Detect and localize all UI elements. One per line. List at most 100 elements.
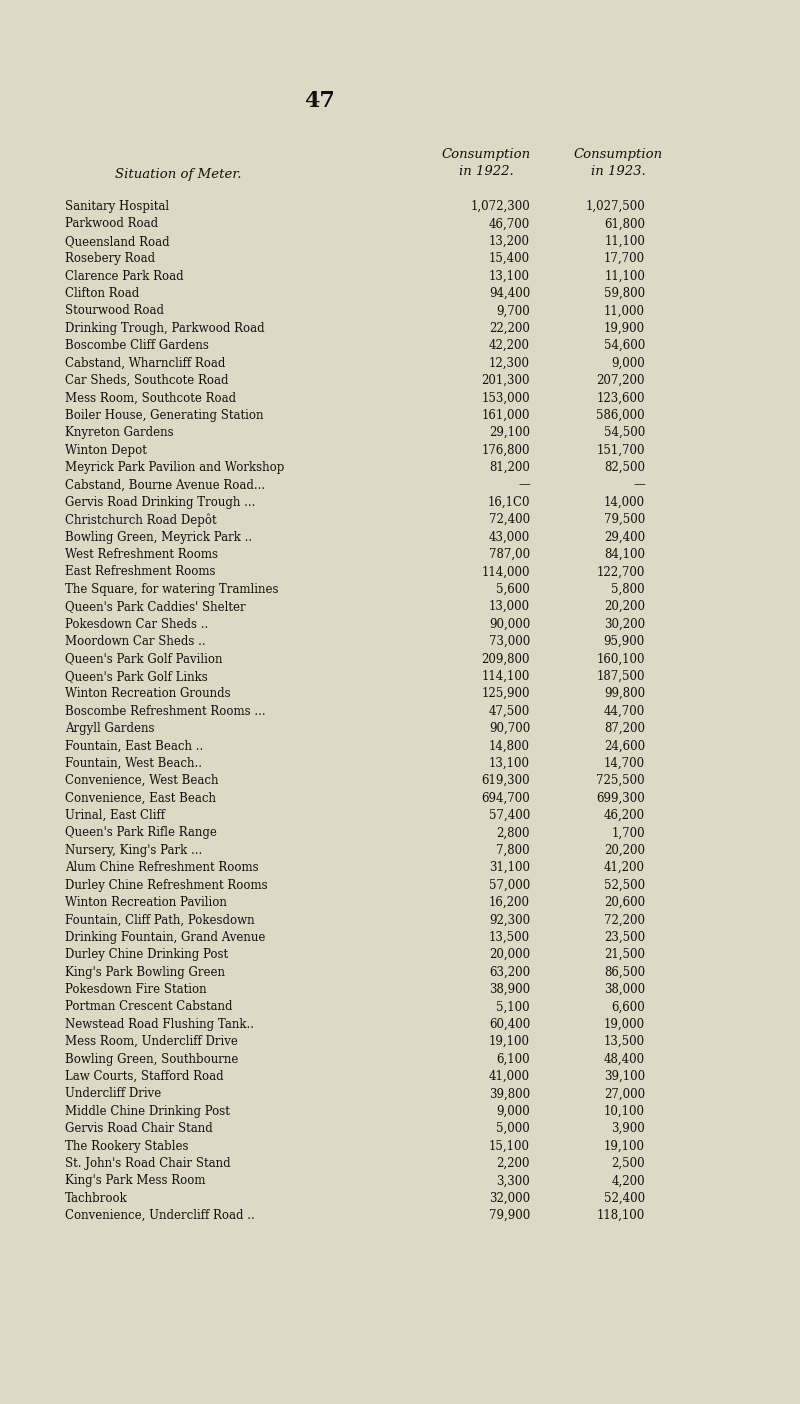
Text: 24,600: 24,600: [604, 740, 645, 753]
Text: 61,800: 61,800: [604, 218, 645, 230]
Text: 20,200: 20,200: [604, 600, 645, 614]
Text: Queen's Park Golf Pavilion: Queen's Park Golf Pavilion: [65, 653, 222, 665]
Text: 94,400: 94,400: [489, 286, 530, 300]
Text: 52,500: 52,500: [604, 879, 645, 892]
Text: 22,200: 22,200: [489, 322, 530, 334]
Text: Christchurch Road Depôt: Christchurch Road Depôt: [65, 514, 217, 526]
Text: 63,200: 63,200: [489, 966, 530, 979]
Text: 30,200: 30,200: [604, 618, 645, 630]
Text: 16,1C0: 16,1C0: [487, 496, 530, 508]
Text: Queen's Park Caddies' Shelter: Queen's Park Caddies' Shelter: [65, 600, 246, 614]
Text: 44,700: 44,700: [604, 705, 645, 717]
Text: Convenience, West Beach: Convenience, West Beach: [65, 774, 218, 788]
Text: Cabstand, Wharncliff Road: Cabstand, Wharncliff Road: [65, 357, 226, 369]
Text: 125,900: 125,900: [482, 687, 530, 701]
Text: 694,700: 694,700: [482, 792, 530, 804]
Text: Queen's Park Golf Links: Queen's Park Golf Links: [65, 670, 208, 682]
Text: Gervis Road Drinking Trough ...: Gervis Road Drinking Trough ...: [65, 496, 255, 508]
Text: Winton Depot: Winton Depot: [65, 444, 147, 456]
Text: Boscombe Refreshment Rooms ...: Boscombe Refreshment Rooms ...: [65, 705, 266, 717]
Text: 14,000: 14,000: [604, 496, 645, 508]
Text: 59,800: 59,800: [604, 286, 645, 300]
Text: Knyreton Gardens: Knyreton Gardens: [65, 427, 174, 439]
Text: 32,000: 32,000: [489, 1192, 530, 1205]
Text: 207,200: 207,200: [597, 373, 645, 388]
Text: 187,500: 187,500: [597, 670, 645, 682]
Text: East Refreshment Rooms: East Refreshment Rooms: [65, 566, 215, 578]
Text: 10,100: 10,100: [604, 1105, 645, 1118]
Text: Winton Recreation Pavilion: Winton Recreation Pavilion: [65, 896, 227, 908]
Text: 4,200: 4,200: [611, 1174, 645, 1188]
Text: 19,100: 19,100: [489, 1035, 530, 1049]
Text: 43,000: 43,000: [489, 531, 530, 543]
Text: Situation of Meter.: Situation of Meter.: [115, 168, 242, 181]
Text: 46,700: 46,700: [489, 218, 530, 230]
Text: 1,027,500: 1,027,500: [586, 199, 645, 213]
Text: Mess Room, Undercliff Drive: Mess Room, Undercliff Drive: [65, 1035, 238, 1049]
Text: 29,100: 29,100: [489, 427, 530, 439]
Text: 42,200: 42,200: [489, 340, 530, 352]
Text: 73,000: 73,000: [489, 635, 530, 649]
Text: 3,900: 3,900: [611, 1122, 645, 1136]
Text: 13,000: 13,000: [489, 600, 530, 614]
Text: 27,000: 27,000: [604, 1088, 645, 1101]
Text: —: —: [518, 479, 530, 491]
Text: 176,800: 176,800: [482, 444, 530, 456]
Text: Sanitary Hospital: Sanitary Hospital: [65, 199, 169, 213]
Text: 38,000: 38,000: [604, 983, 645, 995]
Text: 19,000: 19,000: [604, 1018, 645, 1031]
Text: 13,100: 13,100: [489, 757, 530, 769]
Text: King's Park Bowling Green: King's Park Bowling Green: [65, 966, 225, 979]
Text: 5,000: 5,000: [496, 1122, 530, 1136]
Text: Clarence Park Road: Clarence Park Road: [65, 270, 184, 282]
Text: 47: 47: [305, 90, 335, 112]
Text: 2,800: 2,800: [497, 827, 530, 840]
Text: 160,100: 160,100: [597, 653, 645, 665]
Text: 87,200: 87,200: [604, 722, 645, 736]
Text: Nursery, King's Park ...: Nursery, King's Park ...: [65, 844, 202, 856]
Text: 72,400: 72,400: [489, 514, 530, 526]
Text: 787,00: 787,00: [489, 548, 530, 562]
Text: 118,100: 118,100: [597, 1209, 645, 1223]
Text: Rosebery Road: Rosebery Road: [65, 253, 155, 265]
Text: 13,500: 13,500: [604, 1035, 645, 1049]
Text: Consumption
in 1923.: Consumption in 1923.: [574, 147, 662, 178]
Text: 11,000: 11,000: [604, 305, 645, 317]
Text: 11,100: 11,100: [604, 270, 645, 282]
Text: 9,000: 9,000: [496, 1105, 530, 1118]
Text: 52,400: 52,400: [604, 1192, 645, 1205]
Text: 19,900: 19,900: [604, 322, 645, 334]
Text: 99,800: 99,800: [604, 687, 645, 701]
Text: Fountain, East Beach ..: Fountain, East Beach ..: [65, 740, 203, 753]
Text: Portman Crescent Cabstand: Portman Crescent Cabstand: [65, 1001, 233, 1014]
Text: Parkwood Road: Parkwood Road: [65, 218, 158, 230]
Text: 151,700: 151,700: [597, 444, 645, 456]
Text: The Square, for watering Tramlines: The Square, for watering Tramlines: [65, 583, 278, 595]
Text: 31,100: 31,100: [489, 861, 530, 875]
Text: 7,800: 7,800: [496, 844, 530, 856]
Text: Convenience, East Beach: Convenience, East Beach: [65, 792, 216, 804]
Text: 47,500: 47,500: [489, 705, 530, 717]
Text: 20,000: 20,000: [489, 948, 530, 962]
Text: Alum Chine Refreshment Rooms: Alum Chine Refreshment Rooms: [65, 861, 258, 875]
Text: 17,700: 17,700: [604, 253, 645, 265]
Text: Stourwood Road: Stourwood Road: [65, 305, 164, 317]
Text: 54,500: 54,500: [604, 427, 645, 439]
Text: 39,100: 39,100: [604, 1070, 645, 1082]
Text: 15,100: 15,100: [489, 1140, 530, 1153]
Text: 6,100: 6,100: [496, 1053, 530, 1066]
Text: Bowling Green, Meyrick Park ..: Bowling Green, Meyrick Park ..: [65, 531, 252, 543]
Text: Winton Recreation Grounds: Winton Recreation Grounds: [65, 687, 230, 701]
Text: Gervis Road Chair Stand: Gervis Road Chair Stand: [65, 1122, 213, 1136]
Text: 9,000: 9,000: [611, 357, 645, 369]
Text: 16,200: 16,200: [489, 896, 530, 908]
Text: 41,200: 41,200: [604, 861, 645, 875]
Text: Boscombe Cliff Gardens: Boscombe Cliff Gardens: [65, 340, 209, 352]
Text: 38,900: 38,900: [489, 983, 530, 995]
Text: St. John's Road Chair Stand: St. John's Road Chair Stand: [65, 1157, 230, 1170]
Text: 699,300: 699,300: [596, 792, 645, 804]
Text: Moordown Car Sheds ..: Moordown Car Sheds ..: [65, 635, 206, 649]
Text: 5,100: 5,100: [496, 1001, 530, 1014]
Text: Durley Chine Drinking Post: Durley Chine Drinking Post: [65, 948, 228, 962]
Text: Bowling Green, Southbourne: Bowling Green, Southbourne: [65, 1053, 238, 1066]
